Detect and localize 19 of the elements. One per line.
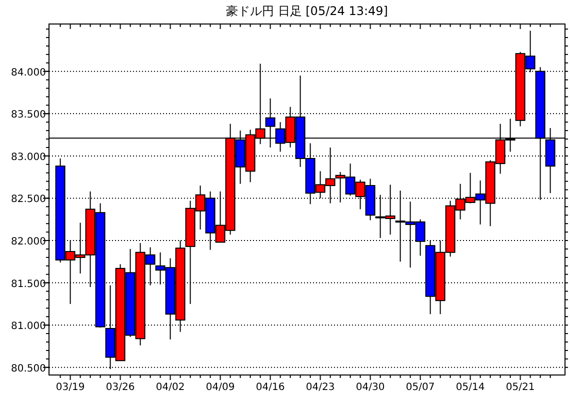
y-tick-label: 82.500 [11,194,46,206]
y-tick-label: 80.500 [11,363,46,374]
y-tick-label: 81.000 [11,321,46,332]
x-tick-label: 04/23 [306,382,335,393]
x-tick-label: 05/14 [456,382,485,393]
x-tick-label: 04/02 [156,382,185,393]
chart-title: 豪ドル円 日足 [05/24 13:49] [226,4,388,18]
y-tick-label: 84.000 [11,67,46,78]
x-tick-label: 05/07 [406,382,435,393]
x-tick-label: 03/26 [106,382,135,393]
x-tick-label: 05/21 [506,382,535,393]
y-tick-label: 83.000 [11,152,46,163]
x-tick-label: 03/19 [56,382,85,393]
x-tick-label: 04/09 [206,382,235,393]
y-tick-label: 83.500 [11,110,46,121]
x-tick-label: 04/30 [356,382,385,393]
y-tick-label: 82.000 [11,236,46,248]
y-tick-label: 81.500 [11,278,46,290]
x-tick-label: 04/16 [256,382,285,393]
